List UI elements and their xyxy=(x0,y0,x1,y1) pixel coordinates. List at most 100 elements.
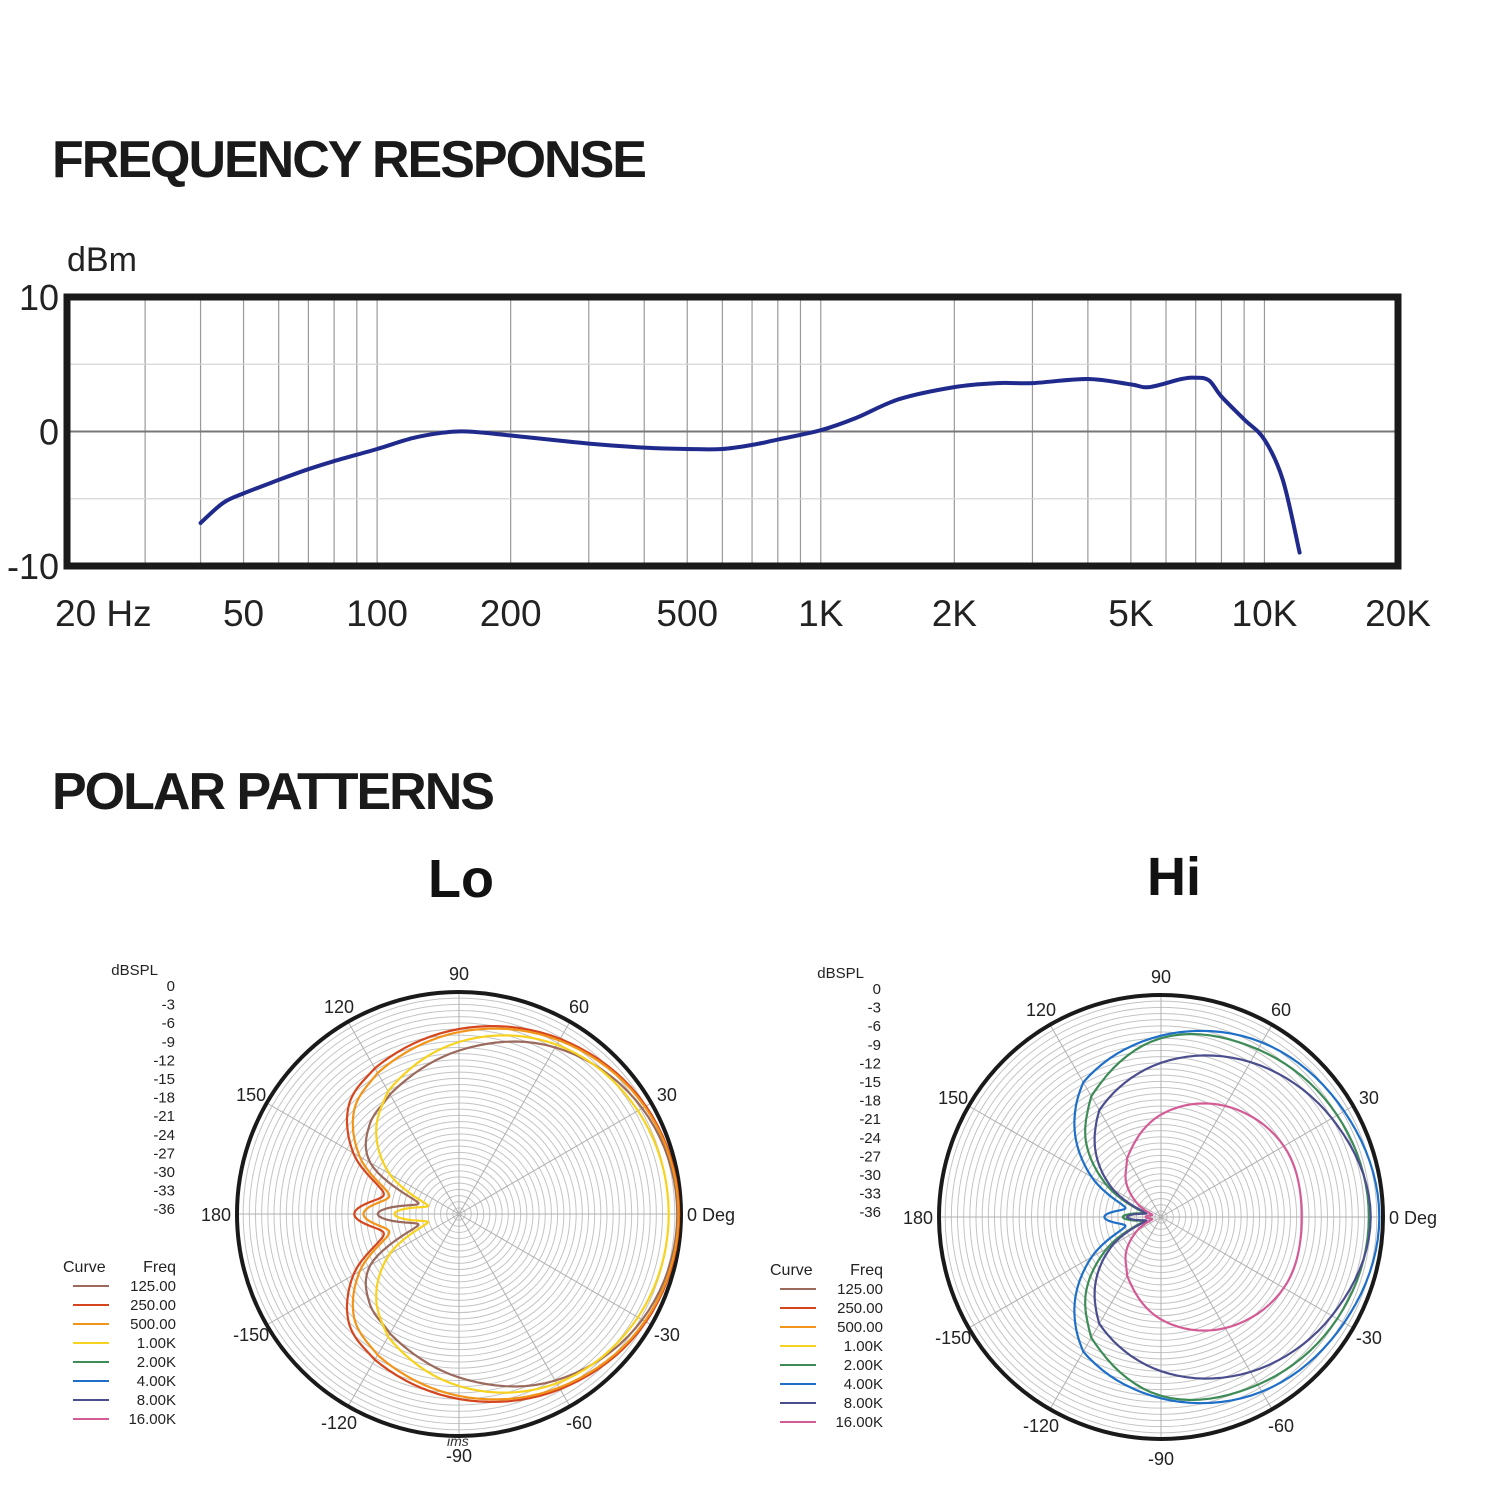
polar-angle-label: 90 xyxy=(449,964,469,984)
frequency-response-line xyxy=(198,375,1302,555)
polar-spoke xyxy=(347,1213,460,1407)
y-axis-label: dBm xyxy=(67,241,137,279)
polar-spoke xyxy=(1160,1216,1273,1410)
polar-angle-label: -30 xyxy=(1356,1328,1382,1348)
radial-tick-label: -18 xyxy=(859,1093,881,1110)
y-tick-label: 0 xyxy=(39,412,59,453)
legend-freq-label: 2.00K xyxy=(844,1357,883,1374)
polar-outer-ring xyxy=(235,990,683,1438)
polar-curve-125.00 xyxy=(364,1040,679,1388)
radial-tick-label: -33 xyxy=(859,1186,881,1203)
polar-angle-label: 60 xyxy=(1271,1000,1291,1020)
polar-angle-label: -30 xyxy=(654,1325,680,1345)
polar-hi-title: Hi xyxy=(1147,847,1201,907)
x-tick-label: 20K xyxy=(1365,593,1431,634)
polar-angle-label: 120 xyxy=(324,997,354,1017)
radial-tick-label: -21 xyxy=(153,1108,175,1125)
polar-spoke xyxy=(1160,1216,1354,1329)
polar-curve-250.00 xyxy=(345,1025,681,1403)
polar-angle-label: 90 xyxy=(1151,967,1171,987)
polar-angle-label: 120 xyxy=(1026,1000,1056,1020)
legend-freq-label: 8.00K xyxy=(844,1395,883,1412)
legend-freq-label: 16.00K xyxy=(128,1411,176,1428)
polar-spoke xyxy=(266,1213,460,1326)
polar-curve-1.00K xyxy=(375,1034,670,1394)
radial-tick-label: -9 xyxy=(162,1034,175,1051)
x-tick-label: 20 Hz xyxy=(55,593,152,634)
polar-curve-8.00K xyxy=(1093,1054,1372,1380)
x-tick-label: 10K xyxy=(1232,593,1298,634)
radial-tick-label: -33 xyxy=(153,1183,175,1200)
polar-angle-label: -90 xyxy=(446,1446,472,1466)
radial-tick-label: -12 xyxy=(859,1055,881,1072)
radial-tick-label: -6 xyxy=(162,1015,175,1032)
polar-angle-label: -60 xyxy=(566,1413,592,1433)
polar-angle-label: 150 xyxy=(938,1088,968,1108)
polar-spoke xyxy=(347,1021,460,1215)
legend-freq-label: 2.00K xyxy=(137,1354,176,1371)
radial-tick-label: -15 xyxy=(153,1071,175,1088)
legend-freq-label: 1.00K xyxy=(137,1335,176,1352)
x-tick-label: 100 xyxy=(346,593,408,634)
polar-angle-label: 30 xyxy=(1359,1088,1379,1108)
polar-curve-500.00 xyxy=(351,1027,680,1401)
polar-curve-16.00K xyxy=(1124,1102,1303,1332)
polar-lo-title: Lo xyxy=(428,849,494,909)
polar-angle-label: 60 xyxy=(569,997,589,1017)
polar-spoke xyxy=(458,1021,571,1215)
legend-freq-label: 250.00 xyxy=(130,1297,176,1314)
polar-curve-2.00K xyxy=(1084,1032,1370,1402)
radial-tick-label: -24 xyxy=(153,1127,175,1144)
legend-freq-label: 125.00 xyxy=(837,1281,883,1298)
radial-tick-label: -24 xyxy=(859,1130,881,1147)
legend-freq-label: 250.00 xyxy=(837,1300,883,1317)
polar-patterns-title: POLAR PATTERNS xyxy=(52,763,495,821)
frequency-response-title: FREQUENCY RESPONSE xyxy=(52,131,647,189)
polar-spoke xyxy=(1160,1024,1273,1218)
radial-tick-label: -27 xyxy=(153,1145,175,1162)
y-tick-label: 10 xyxy=(19,277,59,318)
radial-axis-label: dBSPL xyxy=(111,962,158,979)
radial-tick-label: 0 xyxy=(873,981,881,998)
polar-angle-label: 0 Deg xyxy=(687,1205,735,1225)
x-tick-label: 50 xyxy=(223,593,264,634)
radial-axis-label: dBSPL xyxy=(817,965,864,982)
polar-angle-label: 30 xyxy=(657,1085,677,1105)
polar-angle-label: 0 Deg xyxy=(1389,1208,1437,1228)
legend-freq-label: 4.00K xyxy=(137,1373,176,1390)
radial-tick-label: -12 xyxy=(153,1052,175,1069)
polar-angle-label: 180 xyxy=(201,1205,231,1225)
radial-tick-label: 0 xyxy=(167,978,175,995)
polar-spoke xyxy=(968,1105,1162,1218)
legend-curve-header: Curve xyxy=(770,1262,813,1279)
radial-tick-label: -3 xyxy=(162,997,175,1014)
polar-outer-ring xyxy=(937,993,1385,1441)
polar-spoke xyxy=(968,1216,1162,1329)
polar-spoke xyxy=(1160,1105,1354,1218)
radial-tick-label: -6 xyxy=(868,1018,881,1035)
radial-tick-label: -36 xyxy=(153,1201,175,1218)
x-tick-label: 1K xyxy=(798,593,844,634)
polar-angle-label: -120 xyxy=(321,1413,357,1433)
legend-curve-header: Curve xyxy=(63,1259,106,1276)
radial-tick-label: -30 xyxy=(153,1164,175,1181)
polar-spoke xyxy=(1049,1216,1162,1410)
polar-annotation: ims xyxy=(447,1433,469,1449)
polar-angle-label: -90 xyxy=(1148,1449,1174,1469)
legend-freq-label: 1.00K xyxy=(844,1338,883,1355)
polar-angle-label: 180 xyxy=(903,1208,933,1228)
polar-spoke xyxy=(1049,1024,1162,1218)
polar-spoke xyxy=(266,1102,460,1215)
polar-angle-label: -150 xyxy=(233,1325,269,1345)
polar-curve-4.00K xyxy=(1073,1029,1381,1405)
radial-tick-label: -27 xyxy=(859,1148,881,1165)
y-tick-label: -10 xyxy=(7,546,59,587)
legend-freq-label: 8.00K xyxy=(137,1392,176,1409)
x-tick-label: 5K xyxy=(1108,593,1154,634)
legend-freq-label: 125.00 xyxy=(130,1278,176,1295)
radial-tick-label: -9 xyxy=(868,1037,881,1054)
legend-freq-label: 4.00K xyxy=(844,1376,883,1393)
